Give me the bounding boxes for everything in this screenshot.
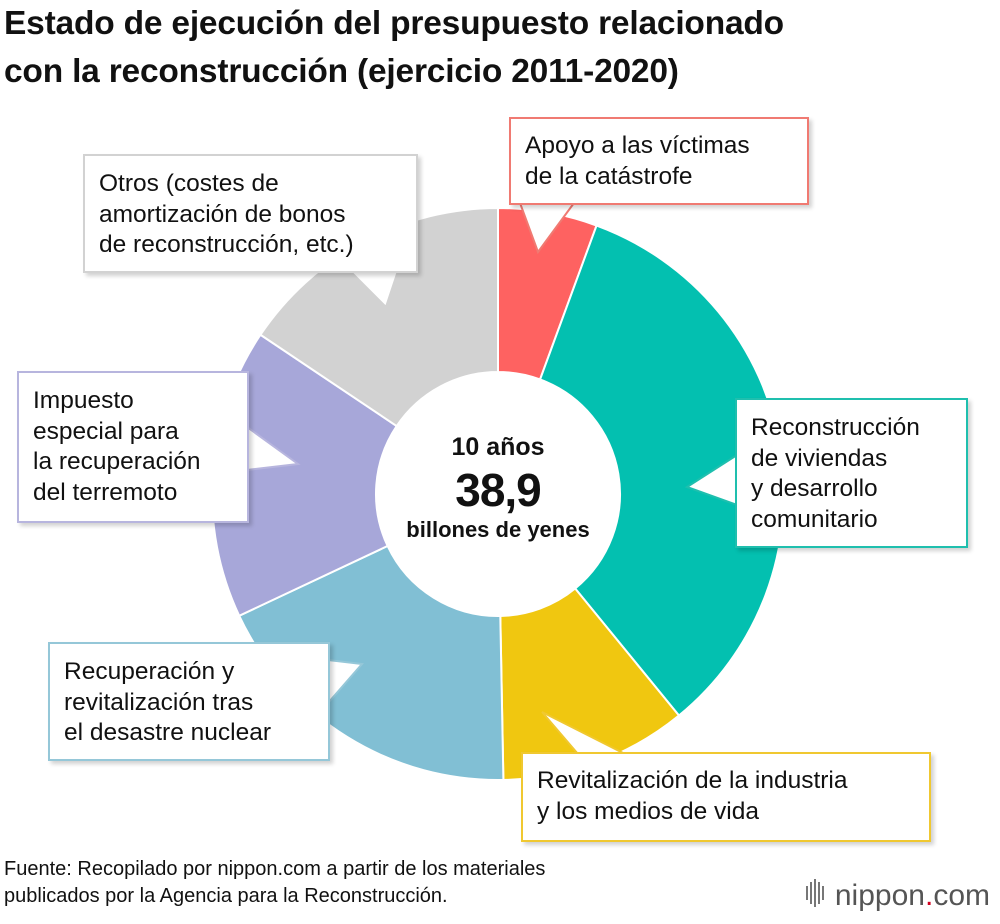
source-line-2: publicados por la Agencia para la Recons… bbox=[4, 885, 448, 907]
chart-title: Estado de ejecución del presupuesto rela… bbox=[4, 0, 784, 96]
callout-industria-line: Revitalización de la industria bbox=[537, 767, 848, 794]
nippon-logo[interactable]: nippon.com bbox=[805, 876, 990, 916]
slice-nuclear bbox=[237, 544, 505, 781]
callout-victimas-line: de la catástrofe bbox=[525, 162, 693, 190]
chart-title-line-1: Estado de ejecución del presupuesto rela… bbox=[4, 5, 784, 42]
source-note: Fuente: Recopilado por nippon.com a part… bbox=[4, 856, 545, 910]
slice-viviendas bbox=[538, 224, 785, 717]
callout-viviendas-line: comunitario bbox=[751, 505, 878, 533]
callout-viviendas-line: Reconstrucción bbox=[751, 414, 920, 441]
callout-otros-line: amortización de bonos bbox=[99, 200, 346, 228]
callout-viviendas-line: de viviendas bbox=[751, 444, 888, 472]
callout-nuclear-line: revitalización tras bbox=[64, 688, 254, 716]
source-line-1: Fuente: Recopilado por nippon.com a part… bbox=[4, 858, 546, 880]
callout-impuesto-line: la recuperación bbox=[33, 448, 201, 475]
nippon-logo-text: nippon.com bbox=[835, 879, 990, 912]
callout-impuesto-line: Impuesto bbox=[33, 387, 134, 414]
center-unit: billones de yenes bbox=[406, 517, 590, 542]
callout-viviendas: Reconstrucción de viviendas y desarrollo… bbox=[735, 398, 968, 548]
slice-otros bbox=[259, 206, 499, 428]
callout-nuclear: Recuperación y revitalización tras el de… bbox=[48, 642, 330, 761]
chart-title-line-2: con la reconstrucción (ejercicio 2011-20… bbox=[4, 53, 679, 90]
callout-industria-line: y los medios de vida bbox=[537, 797, 759, 825]
callout-otros-line: de reconstrucción, etc.) bbox=[99, 231, 354, 258]
callout-viviendas-line: y desarrollo bbox=[751, 475, 878, 502]
logo-name: nippon bbox=[834, 879, 925, 912]
center-total-value: 38,9 bbox=[455, 464, 542, 516]
logo-tld: com bbox=[933, 879, 990, 912]
logo-dot: . bbox=[924, 879, 934, 912]
donut-slices bbox=[211, 206, 785, 781]
slice-industria bbox=[499, 587, 681, 781]
slice-impuesto bbox=[211, 333, 399, 618]
callout-impuesto-line: especial para bbox=[33, 417, 179, 445]
donut-center-label: 10 años 38,9 billones de yenes bbox=[378, 430, 618, 544]
callout-impuesto: Impuesto especial para la recuperación d… bbox=[17, 371, 249, 523]
center-years: 10 años bbox=[451, 433, 545, 461]
nippon-logo-icon bbox=[805, 879, 824, 907]
callout-victimas-line: Apoyo a las víctimas bbox=[525, 132, 750, 159]
callout-victimas: Apoyo a las víctimas de la catástrofe bbox=[509, 117, 809, 205]
callout-nuclear-line: el desastre nuclear bbox=[64, 719, 272, 746]
callout-industria: Revitalización de la industria y los med… bbox=[521, 752, 931, 842]
callout-nuclear-line: Recuperación y bbox=[64, 658, 235, 685]
callout-otros: Otros (costes de amortización de bonos d… bbox=[83, 154, 418, 273]
callout-impuesto-line: del terremoto bbox=[33, 478, 178, 506]
callout-otros-line: Otros (costes de bbox=[99, 170, 279, 197]
